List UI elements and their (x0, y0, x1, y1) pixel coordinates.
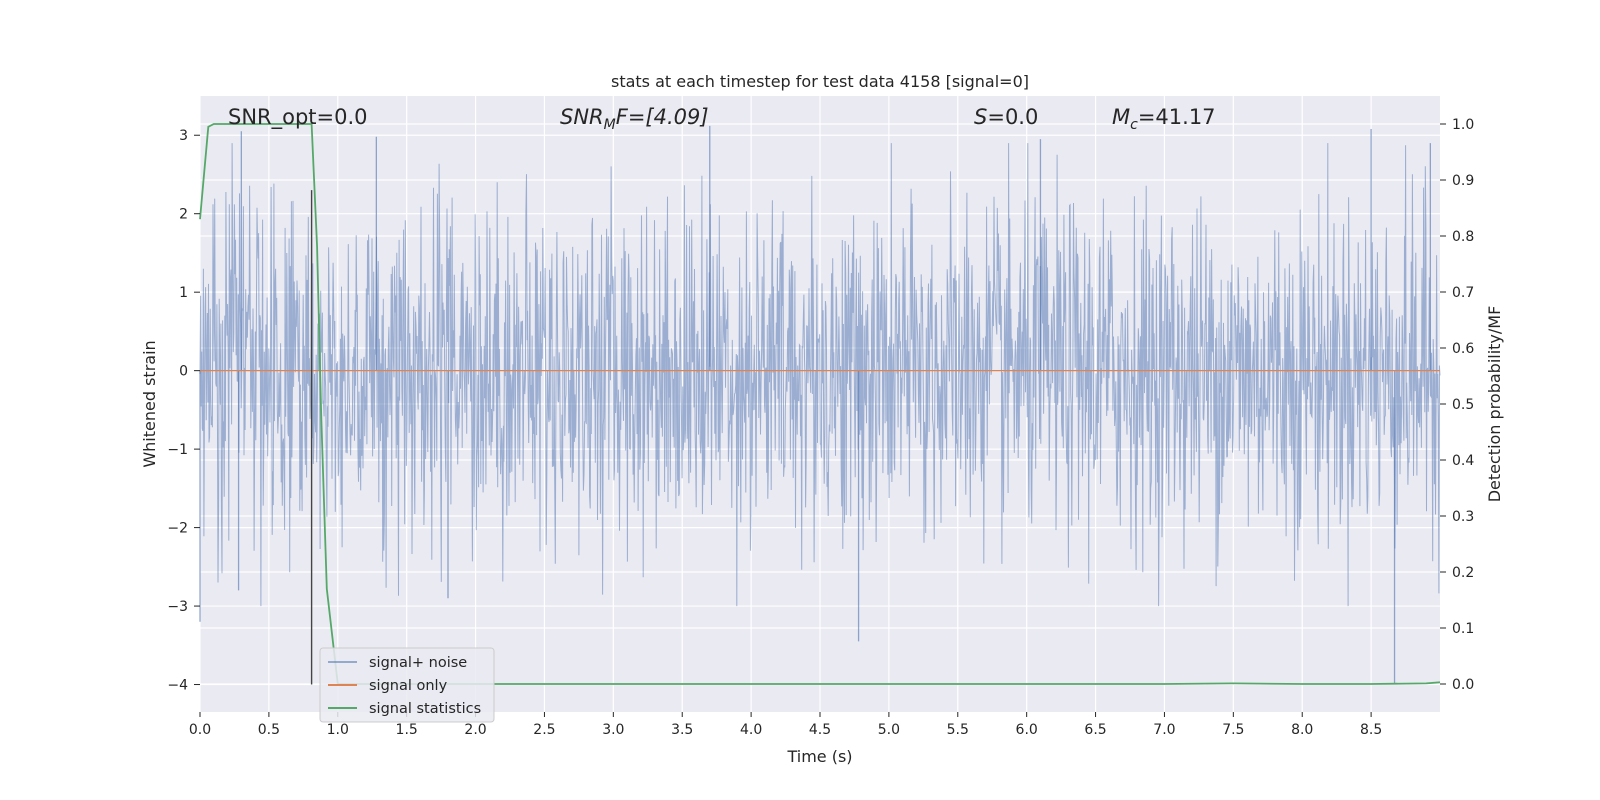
legend-label-signal-only: signal only (369, 678, 448, 694)
x-tick-label: 5.5 (947, 722, 969, 738)
legend: signal+ noise signal only signal statist… (319, 647, 495, 723)
y2-tick-label: 0.1 (1452, 621, 1474, 637)
y2-tick-label: 1.0 (1452, 117, 1474, 133)
annotation-s: S=0.0 (974, 105, 1038, 129)
y-tick-label: −3 (167, 599, 188, 615)
x-tick-label: 2.0 (464, 722, 486, 738)
y2-tick-label: 0.5 (1452, 397, 1474, 413)
x-tick-label: 7.5 (1222, 722, 1244, 738)
x-tick-label: 8.0 (1291, 722, 1313, 738)
y-tick-label: −1 (167, 442, 188, 458)
y2-tick-label: 0.7 (1452, 285, 1474, 301)
y-tick-label: −2 (167, 521, 188, 537)
x-axis-label: Time (s) (786, 747, 852, 766)
x-tick-label: 7.0 (1153, 722, 1175, 738)
x-tick-label: 1.5 (396, 722, 418, 738)
x-tick-label: 4.5 (809, 722, 831, 738)
signal-noise-series (199, 125, 1441, 685)
y-tick-label: −4 (167, 678, 188, 694)
ticks-layer: 0.0 0.5 1.0 1.5 2.0 2.5 3.0 3.5 4.0 4.5 5.0 5.5 6.0 6… (167, 117, 1474, 738)
y2-tick-label: 0.2 (1452, 565, 1474, 581)
x-tick-label: 6.0 (1016, 722, 1038, 738)
legend-label-signal-statistics: signal statistics (369, 701, 481, 717)
y2-tick-label: 0.3 (1452, 509, 1474, 525)
annotation-snr-mf: SNRMF=[4.09] (560, 105, 709, 133)
y-axis-label: Whitened strain (140, 340, 159, 467)
y-tick-label: 1 (179, 285, 188, 301)
y-tick-label: 3 (179, 128, 188, 144)
x-tick-label: 0.5 (258, 722, 280, 738)
x-tick-label: 5.0 (878, 722, 900, 738)
y2-axis-label: Detection probability/MF (1485, 306, 1504, 503)
x-tick-label: 2.5 (533, 722, 555, 738)
x-tick-label: 0.0 (189, 722, 211, 738)
x-tick-label: 3.5 (671, 722, 693, 738)
x-tick-label: 3.0 (602, 722, 624, 738)
x-tick-label: 1.0 (327, 722, 349, 738)
annotation-mc: Mc=41.17 (1112, 105, 1216, 133)
x-tick-label: 8.5 (1360, 722, 1382, 738)
y2-tick-label: 0.4 (1452, 453, 1474, 469)
legend-label-signal-noise: signal+ noise (369, 655, 467, 671)
x-tick-label: 6.5 (1084, 722, 1106, 738)
y-tick-label: 2 (179, 207, 188, 223)
y-tick-label: 0 (179, 364, 188, 380)
chart-title: stats at each timestep for test data 415… (611, 72, 1029, 91)
annotation-snr-opt: SNR_opt=0.0 (228, 105, 368, 130)
y2-tick-label: 0.0 (1452, 677, 1474, 693)
x-tick-label: 4.0 (740, 722, 762, 738)
y2-tick-label: 0.8 (1452, 229, 1474, 245)
legend-box (319, 647, 495, 723)
y2-tick-label: 0.6 (1452, 341, 1474, 357)
y2-tick-label: 0.9 (1452, 173, 1474, 189)
signal-noise-line (199, 143, 1441, 607)
